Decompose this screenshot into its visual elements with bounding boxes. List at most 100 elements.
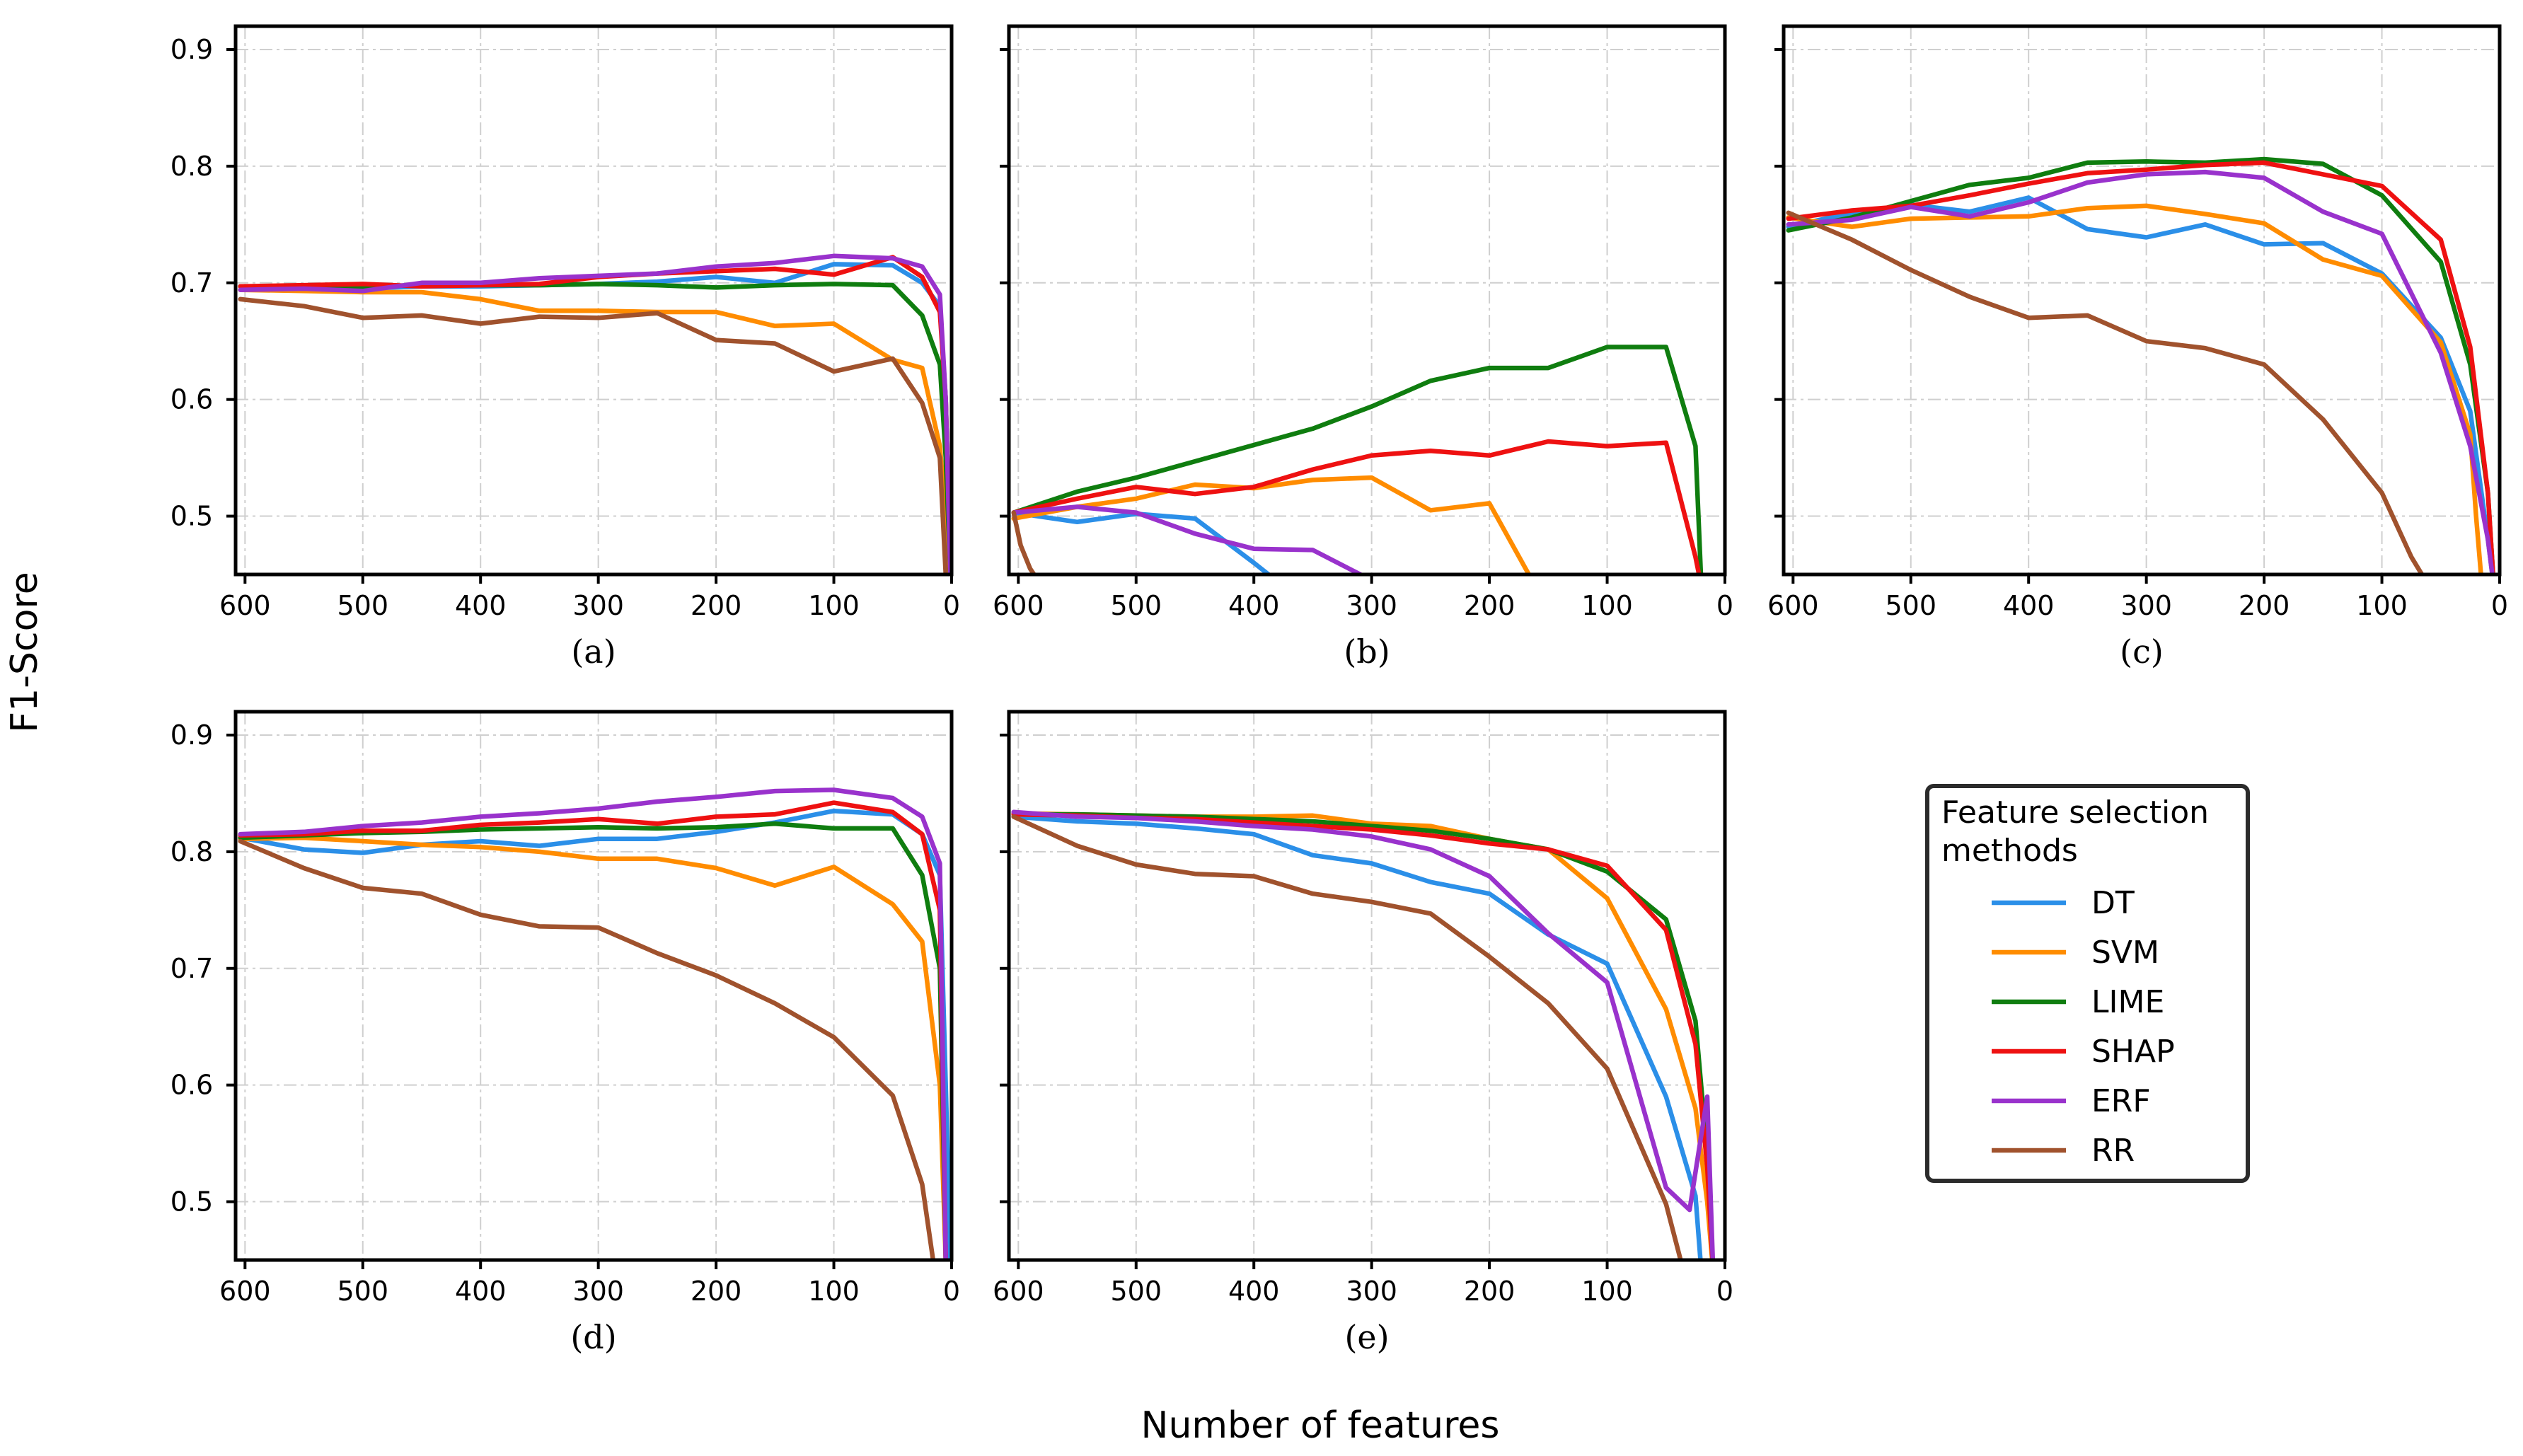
- legend-label-dt: DT: [2091, 885, 2135, 921]
- x-tick-label: 300: [1346, 590, 1397, 621]
- x-tick-label: 300: [572, 590, 624, 621]
- series-line-shap: [238, 800, 948, 1260]
- series-line-svm: [1011, 475, 1532, 574]
- x-tick-label: 500: [1885, 590, 1936, 621]
- series-line-rr: [1011, 510, 1037, 574]
- y-tick-label: 0.7: [171, 953, 213, 984]
- y-tick-label: 0.5: [171, 1186, 213, 1218]
- chart-panel-e: 600 500 400 300 200 100 0 (e): [993, 710, 1733, 1356]
- series-line-lime: [1786, 156, 2495, 574]
- x-tick-label: 600: [219, 1276, 271, 1307]
- plot-frame: [1007, 24, 1727, 577]
- plot-frame: [1782, 24, 2502, 577]
- series-line-rr: [238, 296, 949, 574]
- series-line-shap: [1786, 160, 2495, 574]
- chart-panel-b: 600 500 400 300 200 100 0 (b): [993, 24, 1733, 671]
- x-tick-label: 400: [2003, 590, 2055, 621]
- x-tick-label: 200: [691, 590, 742, 621]
- x-tick-label: 600: [993, 590, 1044, 621]
- panel-label-a: (a): [571, 632, 616, 671]
- x-axis-title: Number of features: [1141, 1404, 1500, 1447]
- series-line-lime: [1011, 811, 1715, 1260]
- legend-label-svm: SVM: [2091, 935, 2159, 971]
- x-tick-label: 600: [219, 590, 271, 621]
- series-line-svm: [1786, 203, 2483, 574]
- x-tick-label: 100: [808, 1276, 860, 1307]
- x-tick-label: 0: [2491, 590, 2508, 621]
- x-tick-label: 600: [1767, 590, 1819, 621]
- series-line-rr: [1786, 210, 2425, 574]
- x-tick-label: 300: [1346, 1276, 1397, 1307]
- legend-label-shap: SHAP: [2091, 1034, 2175, 1070]
- panel-label-e: (e): [1344, 1318, 1389, 1356]
- series-line-svm: [238, 835, 948, 1260]
- series-line-erf: [1011, 809, 1716, 1260]
- y-tick-label: 0.9: [171, 720, 213, 751]
- y-tick-label: 0.9: [171, 34, 213, 65]
- series-line-svm: [1011, 811, 1715, 1260]
- x-tick-label: 0: [1716, 590, 1733, 621]
- x-tick-label: 200: [1464, 590, 1515, 621]
- x-tick-label: 400: [1228, 1276, 1280, 1307]
- series-line-erf: [238, 787, 948, 1260]
- x-tick-label: 0: [943, 1276, 960, 1307]
- plot-frame: [233, 24, 954, 577]
- x-tick-label: 100: [2356, 590, 2408, 621]
- x-tick-label: 0: [1716, 1276, 1733, 1307]
- x-tick-label: 400: [1228, 590, 1280, 621]
- x-tick-label: 0: [943, 590, 960, 621]
- x-tick-label: 500: [337, 590, 388, 621]
- y-tick-label: 0.6: [171, 384, 213, 415]
- series-line-shap: [1011, 439, 1702, 574]
- x-tick-label: 300: [2120, 590, 2172, 621]
- x-tick-label: 200: [691, 1276, 742, 1307]
- x-tick-label: 500: [337, 1276, 388, 1307]
- y-tick-label: 0.6: [171, 1070, 213, 1101]
- legend-label-lime: LIME: [2091, 984, 2164, 1020]
- series-line-dt: [1786, 195, 2495, 574]
- x-tick-label: 100: [1581, 590, 1633, 621]
- chart-panel-a: 600 500 400 300 200 100 0 0.5 0.6 0.7 0.8 0.9 (a): [171, 24, 960, 671]
- x-tick-label: 400: [455, 590, 507, 621]
- series-line-dt: [1011, 814, 1703, 1260]
- plot-frame: [233, 710, 954, 1262]
- series-line-lime: [1011, 345, 1704, 574]
- series-line-dt: [1011, 510, 1273, 574]
- plot-frame: [1007, 710, 1727, 1262]
- series-line-erf: [1786, 169, 2495, 574]
- legend-title-line1: Feature selection: [1941, 795, 2209, 831]
- chart-panel-d: 600 500 400 300 200 100 0 0.5 0.6 0.7 0.8 0.9 (d): [171, 710, 960, 1356]
- x-tick-label: 500: [1110, 590, 1162, 621]
- y-tick-label: 0.8: [171, 151, 213, 182]
- legend-frame: [1925, 784, 2250, 1183]
- y-tick-label: 0.5: [171, 501, 213, 532]
- series-line-rr: [238, 838, 936, 1260]
- y-tick-label: 0.8: [171, 836, 213, 867]
- x-tick-label: 600: [993, 1276, 1044, 1307]
- series-line-shap: [238, 255, 952, 574]
- legend-label-erf: ERF: [2091, 1083, 2151, 1119]
- series-line-erf: [238, 253, 952, 574]
- x-tick-label: 100: [1581, 1276, 1633, 1307]
- panel-label-d: (d): [570, 1318, 616, 1356]
- series-line-svm: [238, 287, 952, 574]
- legend: Feature selection methods DT SVM LIME SHAP E…: [1925, 784, 2250, 1183]
- panel-label-c: (c): [2120, 632, 2164, 671]
- legend-label-rr: RR: [2091, 1133, 2135, 1169]
- series-line-shap: [1011, 811, 1715, 1260]
- legend-title-line2: methods: [1941, 833, 2078, 869]
- chart-panel-c: 600 500 400 300 200 100 0 (c): [1767, 24, 2508, 671]
- x-tick-label: 300: [572, 1276, 624, 1307]
- x-tick-label: 200: [2239, 590, 2290, 621]
- x-tick-label: 500: [1110, 1276, 1162, 1307]
- series-line-rr: [1011, 814, 1683, 1260]
- panel-label-b: (b): [1344, 632, 1390, 671]
- x-tick-label: 200: [1464, 1276, 1515, 1307]
- y-tick-label: 0.7: [171, 267, 213, 299]
- series-line-erf: [1011, 504, 1366, 574]
- y-axis-title: F1-Score: [4, 572, 46, 732]
- series-line-dt: [238, 808, 952, 1260]
- x-tick-label: 100: [808, 590, 860, 621]
- x-tick-label: 400: [455, 1276, 507, 1307]
